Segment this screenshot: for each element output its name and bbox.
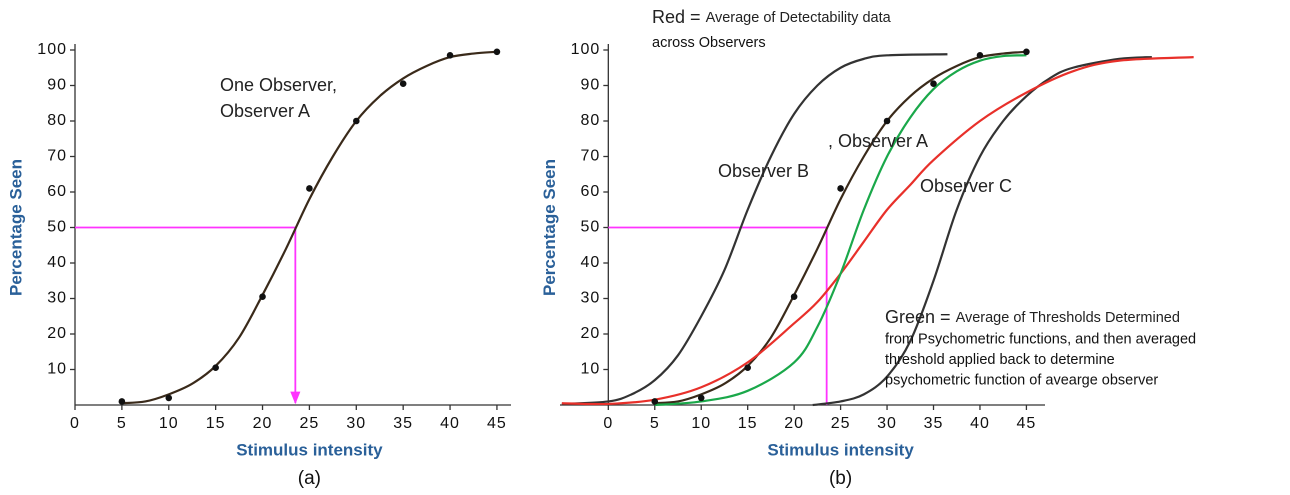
data-point — [118, 398, 126, 405]
data-point — [306, 185, 313, 192]
data-point — [883, 117, 891, 125]
x-tick-label: 30 — [877, 415, 897, 432]
y-tick-label: 50 — [581, 219, 601, 236]
annotation: One Observer, — [220, 75, 337, 95]
note-heading: Green = Average of Thresholds Determined — [885, 307, 1180, 327]
x-tick-label: 35 — [924, 415, 944, 432]
x-tick-label: 20 — [253, 415, 273, 432]
x-tick-label: 15 — [738, 415, 758, 432]
data-point — [399, 80, 407, 88]
threshold-line — [75, 226, 301, 405]
x-tick-label: 35 — [393, 415, 413, 432]
y-tick-label: 100 — [37, 41, 67, 58]
x-axis-title: Stimulus intensity — [767, 440, 914, 459]
x-tick-label: 30 — [346, 415, 366, 432]
curve — [561, 56, 1194, 406]
note-line: threshold applied back to determine — [885, 352, 1115, 368]
note-line: Average of Thresholds Determined — [956, 310, 1180, 326]
x-tick-label: 10 — [691, 415, 711, 432]
y-tick-label: 30 — [47, 290, 67, 307]
data-point — [837, 185, 844, 192]
curve — [561, 53, 948, 406]
y-axis-title: Percentage Seen — [6, 159, 25, 296]
curve — [654, 50, 1027, 405]
note-line: Average of Detectability data — [706, 10, 892, 26]
data-point — [493, 48, 501, 56]
x-tick-label: 10 — [159, 415, 179, 432]
caption: (a) — [298, 468, 321, 489]
y-tick-label: 60 — [47, 183, 67, 200]
data-point — [930, 80, 937, 88]
data-point — [259, 293, 266, 301]
note-line: psychometric function of avearge observe… — [885, 372, 1158, 388]
y-tick-label: 10 — [581, 361, 601, 378]
caption: (b) — [829, 468, 852, 489]
y-tick-label: 100 — [571, 41, 601, 58]
annotation: Observer B — [718, 161, 809, 181]
note-line: across Observers — [652, 35, 766, 51]
data-point — [790, 293, 798, 301]
data-point — [744, 364, 751, 372]
x-tick-label: 25 — [831, 415, 851, 432]
y-tick-label: 80 — [47, 112, 67, 129]
x-tick-label: 40 — [440, 415, 460, 432]
y-axis-title: Percentage Seen — [540, 159, 559, 296]
y-tick-label: 80 — [581, 112, 601, 129]
y-tick-label: 70 — [581, 148, 601, 165]
y-tick-label: 60 — [581, 183, 601, 200]
x-tick-label: 45 — [487, 415, 507, 432]
x-tick-label: 0 — [70, 415, 80, 432]
data-point — [1023, 48, 1030, 56]
x-tick-label: 45 — [1017, 415, 1037, 432]
y-tick-label: 90 — [47, 77, 67, 94]
data-point — [976, 52, 984, 59]
curve — [121, 50, 498, 405]
x-tick-label: 5 — [117, 415, 127, 432]
note-line: from Psychometric functions, and then av… — [885, 331, 1196, 347]
data-point — [165, 394, 173, 402]
y-tick-label: 70 — [47, 148, 67, 165]
x-tick-label: 40 — [970, 415, 990, 432]
data-point — [697, 394, 705, 402]
x-tick-label: 5 — [650, 415, 660, 432]
y-tick-label: 10 — [47, 361, 67, 378]
y-tick-label: 40 — [581, 254, 601, 271]
y-tick-label: 20 — [47, 325, 67, 342]
annotation: Observer C — [920, 176, 1012, 196]
x-tick-label: 15 — [206, 415, 226, 432]
y-tick-label: 30 — [581, 290, 601, 307]
y-tick-label: 90 — [581, 77, 601, 94]
annotation: Observer A — [220, 101, 310, 121]
x-axis-title: Stimulus intensity — [236, 440, 383, 459]
x-tick-label: 20 — [784, 415, 804, 432]
x-tick-label: 25 — [300, 415, 320, 432]
curve — [812, 56, 1152, 407]
threshold-line — [608, 226, 828, 405]
x-tick-label: 0 — [603, 415, 613, 432]
data-point — [651, 398, 659, 405]
curve — [654, 54, 1027, 407]
note-key: Green = — [885, 307, 951, 327]
y-tick-label: 40 — [47, 254, 67, 271]
note-key: Red = — [652, 7, 701, 27]
annotation: , Observer A — [828, 131, 928, 151]
y-tick-label: 20 — [581, 325, 601, 342]
note-heading: Red = Average of Detectability data — [652, 7, 892, 27]
data-point — [446, 52, 454, 59]
data-point — [352, 117, 360, 125]
y-tick-label: 50 — [47, 219, 67, 236]
data-point — [212, 364, 219, 372]
